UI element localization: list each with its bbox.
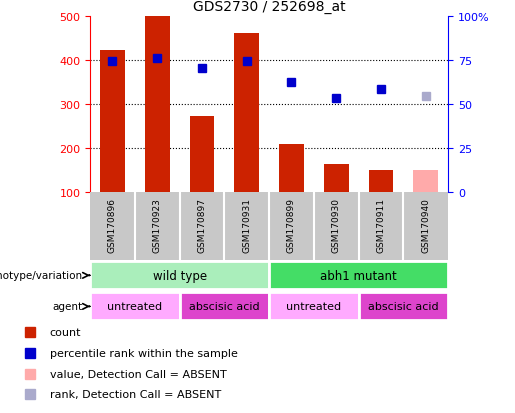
Bar [190,116,214,192]
Text: genotype/variation: genotype/variation [0,271,83,281]
Text: rank, Detection Call = ABSENT: rank, Detection Call = ABSENT [50,389,221,399]
Text: untreated: untreated [286,301,341,312]
Text: abscisic acid: abscisic acid [189,301,260,312]
Text: value, Detection Call = ABSENT: value, Detection Call = ABSENT [50,369,227,379]
Text: agent: agent [53,301,83,312]
Bar [269,262,448,290]
Text: untreated: untreated [107,301,162,312]
Text: GSM170930: GSM170930 [332,197,341,252]
Bar [358,293,448,320]
Text: GSM170897: GSM170897 [197,197,207,252]
Text: percentile rank within the sample: percentile rank within the sample [50,348,238,358]
Bar [100,51,125,192]
Text: wild type: wild type [152,269,207,282]
Text: GSM170931: GSM170931 [242,197,251,252]
Bar [369,170,393,192]
Text: GSM170899: GSM170899 [287,197,296,252]
Text: GSM170896: GSM170896 [108,197,117,252]
Bar [269,293,358,320]
Bar [234,34,259,192]
Text: GSM170911: GSM170911 [376,197,385,252]
Text: abh1 mutant: abh1 mutant [320,269,397,282]
Bar [324,164,349,192]
Text: abscisic acid: abscisic acid [368,301,439,312]
Title: GDS2730 / 252698_at: GDS2730 / 252698_at [193,0,346,14]
Text: GSM170940: GSM170940 [421,197,430,252]
Bar [90,293,180,320]
Bar [414,170,438,192]
Text: GSM170923: GSM170923 [153,197,162,252]
Bar [180,293,269,320]
Text: count: count [50,328,81,337]
Bar [279,145,304,192]
Bar [145,17,169,192]
Bar [90,262,269,290]
